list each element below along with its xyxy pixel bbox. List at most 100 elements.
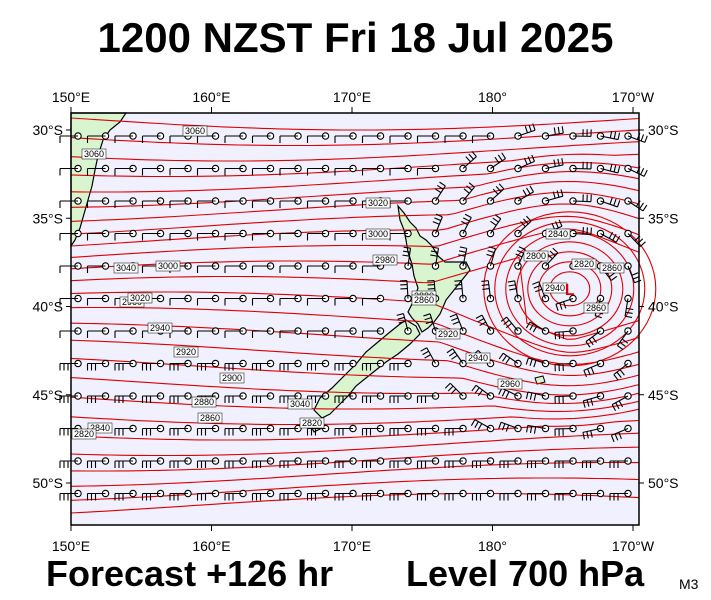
- contour-label-box: [497, 378, 523, 390]
- low-contour-ring: [538, 261, 602, 317]
- wind-barb-flag: [586, 399, 590, 407]
- contour-label: 2860: [586, 303, 606, 313]
- wind-barb-flag: [451, 354, 458, 360]
- wind-barb-shaft: [517, 220, 532, 234]
- wind-barb-flag: [528, 124, 532, 132]
- wind-barb-flag: [494, 156, 500, 164]
- wind-barb-flag: [644, 135, 648, 143]
- wind-barb-flag: [477, 318, 485, 323]
- lat-label-left: 45°S: [32, 387, 63, 403]
- wind-barb-shaft: [572, 232, 592, 236]
- contour-label: 2800: [526, 251, 546, 261]
- model-label: M3: [679, 576, 699, 592]
- lon-label-bottom: 160°E: [192, 538, 230, 554]
- wind-barb-shaft: [435, 185, 446, 202]
- contour-label-box: [372, 254, 398, 266]
- wind-barb-flag: [447, 385, 454, 392]
- wind-barb-flag: [557, 126, 560, 134]
- wind-barb-flag: [490, 220, 497, 226]
- contour-label: 2940: [545, 283, 565, 293]
- contour-label: 2980: [375, 255, 395, 265]
- wind-barb-flag: [458, 250, 467, 253]
- wind-barb-flag: [555, 221, 559, 229]
- contour-label: 2880: [194, 397, 214, 407]
- lon-label-top: 150°E: [52, 89, 90, 105]
- wind-barb-flag: [619, 369, 625, 376]
- wind-barb-flag: [430, 254, 438, 257]
- contour-label-box: [113, 262, 139, 274]
- contour-label: 2860: [414, 295, 434, 305]
- wind-barb-flag: [558, 332, 561, 340]
- wind-barb-flag: [612, 233, 617, 241]
- wind-barb-flag: [529, 392, 533, 400]
- wind-barb-flag: [588, 338, 594, 346]
- contour-label: 2820: [74, 429, 94, 439]
- lat-label-right: 30°S: [648, 122, 679, 138]
- wind-barb-flag: [526, 187, 531, 195]
- lat-label-left: 40°S: [32, 299, 63, 315]
- wind-barb-flag: [617, 166, 621, 174]
- wind-barb-flag: [434, 188, 442, 194]
- wind-barb-flag: [619, 341, 626, 347]
- wind-barb-flag: [557, 158, 560, 166]
- contour-label-box: [127, 292, 153, 304]
- wind-barb-flag: [520, 221, 526, 228]
- wind-barb-flag: [425, 320, 433, 325]
- wind-barb-flag: [481, 284, 489, 286]
- wind-barb-flag: [554, 332, 557, 340]
- wind-barb-flag: [529, 426, 533, 434]
- australia-landmass: [70, 112, 128, 248]
- wind-barb-flag: [609, 130, 613, 139]
- wind-barb-flag: [583, 370, 588, 378]
- wind-barb-shaft: [600, 233, 617, 243]
- wind-barb-flag: [613, 131, 617, 139]
- wind-barb-flag: [396, 313, 404, 316]
- contour-label-box: [287, 398, 313, 410]
- wind-barb-shaft: [527, 424, 546, 430]
- wind-barb-shaft: [490, 218, 502, 234]
- wind-barb-flag: [522, 189, 528, 197]
- wind-barb-flag: [507, 280, 515, 283]
- wind-barb-flag: [590, 367, 595, 374]
- height-contour: [70, 180, 640, 222]
- wind-barb-flag: [498, 422, 502, 429]
- contour-label-box: [435, 328, 461, 340]
- wind-barb-shaft: [572, 200, 592, 203]
- contour-label-box: [365, 228, 391, 240]
- wind-barb-flag: [608, 272, 615, 278]
- wind-barb-flag: [525, 391, 529, 399]
- wind-barb-shaft: [611, 395, 629, 406]
- wind-barb-shaft: [583, 395, 601, 402]
- lon-label-bottom: 170°E: [333, 538, 371, 554]
- contour-label: 3000: [368, 229, 388, 239]
- wind-barb-flag: [430, 250, 438, 253]
- wind-barb-flag: [529, 359, 533, 366]
- wind-barb-flag: [562, 331, 565, 339]
- wind-barb-flag: [444, 382, 451, 389]
- wind-barb-flag: [556, 190, 560, 198]
- contour-label: 3020: [368, 198, 388, 208]
- contour-label-box: [545, 228, 571, 240]
- wind-barb-shaft: [600, 167, 619, 174]
- wind-barb-flag: [454, 280, 462, 282]
- wind-barb-shaft: [529, 321, 546, 332]
- wind-barb-shaft: [517, 160, 535, 170]
- lat-label-left: 30°S: [32, 122, 63, 138]
- wind-barb-shaft: [490, 188, 505, 202]
- wind-barb-shaft: [475, 384, 491, 397]
- wind-barb-flag: [420, 347, 428, 352]
- wind-barb-flag: [552, 191, 556, 199]
- wind-barb-flag: [615, 235, 621, 243]
- wind-barb-flag: [608, 231, 614, 239]
- lon-label-bottom: 180°: [478, 538, 507, 554]
- wind-barb-flag: [615, 402, 620, 410]
- contour-label-layer: 3060 3060 3040 3020 3000 2980 2960 2940 2920 2900…: [71, 125, 625, 440]
- wind-barb-flag: [610, 275, 618, 281]
- wind-barb-flag: [561, 157, 564, 166]
- wind-barb-flag: [494, 214, 502, 220]
- wind-barb-flag: [631, 272, 639, 276]
- chatham-islands: [534, 375, 546, 385]
- wind-barb-shaft: [527, 391, 546, 397]
- wind-barb-flag: [463, 188, 470, 194]
